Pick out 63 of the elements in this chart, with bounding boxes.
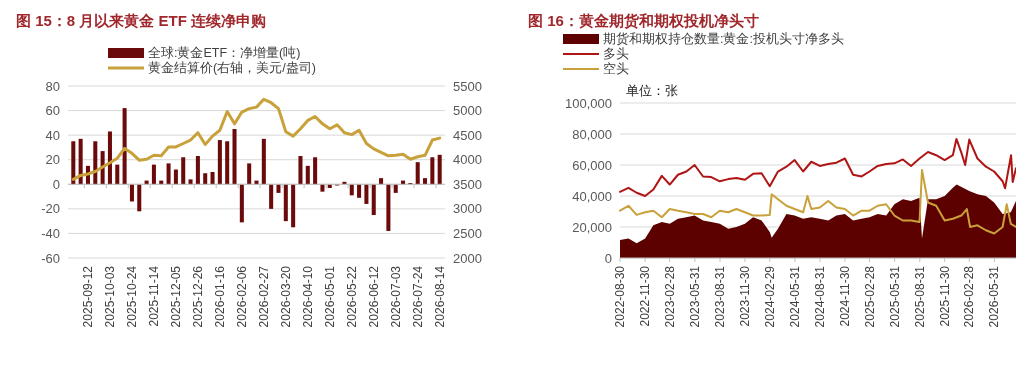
x-tick-label: 2025-05-31: [887, 265, 902, 328]
y-tick-label: 100,000: [565, 95, 612, 111]
y-tick-label: -20: [41, 201, 60, 217]
x-tick-label: 2026-08-14: [432, 265, 447, 328]
x-tick-label: 2026-02-28: [962, 265, 977, 328]
x-tick-label: 2026-07-24: [410, 265, 425, 328]
y-tick-label: 20,000: [572, 219, 612, 235]
x-tick-label: 2026-05-01: [322, 265, 337, 328]
x-tick-label: 2025-09-12: [80, 265, 95, 328]
x-tick-label: 2025-08-31: [912, 265, 927, 328]
y2-tick-label: 5500: [453, 78, 482, 94]
y2-tick-label: 2500: [453, 225, 482, 241]
text: 单位：张: [626, 83, 678, 98]
x-tick-label: 2025-12-05: [168, 265, 183, 328]
y-tick-label: 80: [45, 78, 60, 94]
y-tick-label: 0: [604, 250, 612, 266]
x-tick-label: 2025-02-28: [862, 265, 877, 328]
x-tick-label: 2026-03-20: [278, 265, 293, 328]
x-tick-label: 2024-02-29: [762, 265, 777, 328]
x-tick-label: 2025-11-14: [146, 265, 161, 327]
y-tick-label: 20: [45, 152, 60, 168]
x-tick-label: 2026-02-06: [234, 265, 249, 328]
y-tick-label: 0: [52, 176, 60, 192]
y-tick-label: 60: [45, 103, 60, 119]
x-tick-label: 2024-08-31: [813, 265, 828, 328]
x-tick-label: 2024-11-30: [837, 265, 852, 327]
legend-label: 期货和期权持仓数量:黄金:投机头寸净多头: [603, 32, 844, 47]
x-tick-label: 2026-05-31: [987, 265, 1002, 328]
x-tick-label: 2026-07-03: [388, 265, 403, 328]
x-tick-label: 2026-05-22: [344, 265, 359, 328]
y-tick-label: 40,000: [572, 188, 612, 204]
x-tick-label: 2022-11-30: [638, 265, 653, 327]
y2-tick-label: 3500: [453, 176, 482, 192]
x-tick-label: 2023-05-31: [687, 265, 702, 328]
x-tick-label: 2025-10-03: [102, 265, 117, 328]
chart-title: 图 15：8 月以来黄金 ETF 连续净申购: [16, 12, 267, 29]
y2-tick-label: 5000: [453, 103, 482, 119]
y2-tick-label: 4500: [453, 127, 482, 143]
x-tick-label: 2026-02-27: [256, 265, 271, 328]
x-tick-label: 2025-10-24: [124, 265, 139, 328]
x-tick-label: 2025-12-26: [190, 265, 205, 328]
x-tick-label: 2024-05-31: [787, 265, 802, 328]
legend-label: 黄金结算价(右轴，美元/盎司): [148, 60, 316, 76]
y2-tick-label: 2000: [453, 250, 482, 266]
x-tick-label: 2026-06-12: [366, 265, 381, 328]
y2-tick-label: 4000: [453, 152, 482, 168]
x-tick-label: 2022-08-30: [613, 265, 627, 328]
legend-label: 多头: [603, 47, 629, 62]
x-tick-label: 2026-04-10: [300, 265, 315, 328]
y-tick-label: 40: [45, 127, 60, 143]
x-tick-label: 2023-08-31: [713, 265, 728, 328]
y2-tick-label: 3000: [453, 201, 482, 217]
y-tick-label: 60,000: [572, 157, 612, 173]
x-tick-label: 2026-01-16: [212, 265, 227, 328]
legend-label: 全球:黄金ETF：净增量(吨): [148, 46, 301, 61]
y-tick-label: 80,000: [572, 126, 612, 142]
chart-title: 图 16：黄金期货和期权投机净头寸: [528, 12, 759, 29]
x-tick-label: 2023-02-28: [662, 265, 677, 328]
x-tick-label: 2025-11-30: [937, 265, 952, 327]
legend-label: 空头: [603, 62, 629, 77]
y-tick-label: -60: [41, 250, 60, 266]
x-tick-label: 2023-11-30: [737, 265, 752, 327]
y-tick-label: -40: [41, 225, 60, 241]
